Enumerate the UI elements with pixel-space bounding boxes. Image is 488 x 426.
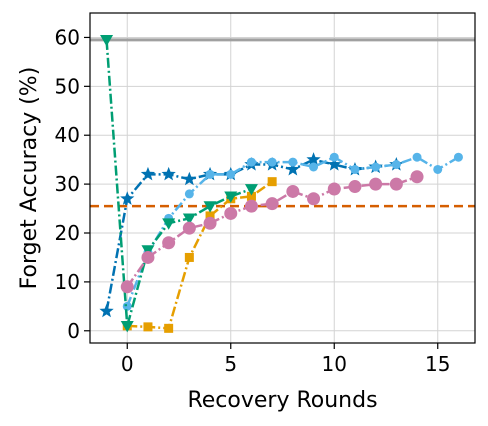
star-marker — [306, 152, 321, 166]
plot-frame — [89, 12, 476, 344]
series-5 — [120, 170, 424, 294]
y-tick-label: 10 — [55, 270, 80, 294]
circle-marker — [369, 177, 383, 191]
triangle-marker — [162, 218, 176, 230]
y-tick-label: 40 — [55, 123, 80, 147]
circle-marker — [224, 206, 238, 220]
triangle-marker — [224, 191, 238, 203]
circle-marker — [288, 157, 298, 167]
circle-marker — [205, 169, 215, 179]
circle-marker — [307, 192, 321, 206]
square-marker — [184, 252, 194, 262]
star-marker — [327, 157, 342, 171]
circle-marker — [244, 199, 258, 213]
square-marker — [267, 177, 277, 187]
circle-marker — [141, 250, 155, 264]
circle-marker — [410, 170, 424, 184]
circle-marker — [433, 164, 443, 174]
y-tick-label: 30 — [55, 172, 80, 196]
x-tick-label: 10 — [322, 352, 347, 376]
circle-marker — [267, 157, 277, 167]
series-line — [126, 155, 460, 307]
y-axis-label: Forget Accuracy (%) — [17, 67, 42, 290]
axis-ticks: 0 5 10 15 0 10 20 30 40 50 60 — [55, 25, 451, 376]
star-marker — [120, 191, 135, 205]
data-series — [99, 35, 463, 333]
circle-marker — [162, 236, 176, 250]
circle-marker — [184, 189, 194, 199]
circle-marker — [391, 160, 401, 170]
circle-marker — [329, 152, 339, 162]
x-tick-label: 0 — [121, 352, 134, 376]
triangle-marker — [244, 184, 258, 196]
square-marker — [143, 322, 153, 332]
circle-marker — [350, 164, 360, 174]
series-1 — [99, 152, 404, 318]
circle-marker — [286, 184, 300, 198]
circle-marker — [120, 280, 134, 294]
triangle-marker — [100, 35, 114, 47]
circle-marker — [389, 177, 403, 191]
star-marker — [140, 166, 156, 181]
circle-marker — [348, 180, 362, 194]
circle-marker — [182, 221, 196, 235]
x-tick-label: 15 — [425, 352, 450, 376]
circle-marker — [327, 182, 341, 196]
circle-marker — [453, 152, 463, 162]
star-marker — [99, 303, 114, 318]
star-marker — [182, 171, 197, 186]
reference-lines — [90, 38, 475, 208]
series-4 — [100, 35, 258, 333]
grid-lines — [90, 13, 475, 343]
x-tick-label: 5 — [224, 352, 237, 376]
circle-marker — [412, 152, 422, 162]
square-marker — [205, 211, 215, 221]
circle-marker — [246, 157, 256, 167]
y-tick-label: 60 — [55, 25, 80, 49]
square-marker — [164, 323, 174, 333]
y-tick-label: 0 — [67, 319, 80, 343]
circle-marker — [226, 169, 236, 179]
circle-marker — [203, 216, 217, 230]
circle-marker — [309, 162, 319, 172]
circle-marker — [265, 197, 279, 211]
square-marker — [246, 191, 256, 201]
y-tick-label: 50 — [55, 74, 80, 98]
circle-marker — [122, 301, 132, 311]
series-line — [126, 175, 418, 288]
circle-marker — [371, 162, 381, 172]
star-marker — [285, 161, 300, 176]
star-marker — [161, 166, 176, 181]
triangle-marker — [120, 321, 134, 333]
triangle-marker — [141, 245, 155, 257]
y-tick-label: 20 — [55, 221, 80, 245]
series-line — [105, 39, 252, 327]
triangle-marker — [182, 213, 196, 225]
x-axis-label: Recovery Rounds — [187, 388, 377, 413]
triangle-marker — [203, 201, 217, 213]
